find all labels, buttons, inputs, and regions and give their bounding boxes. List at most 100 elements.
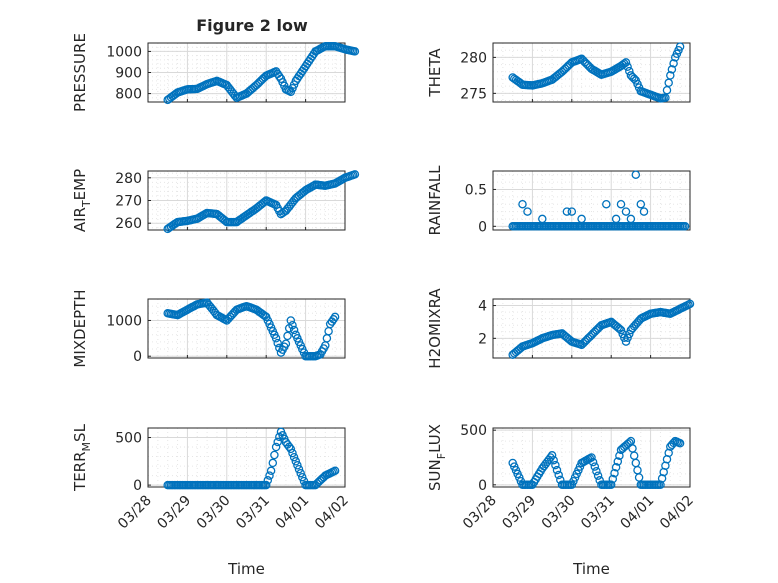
data-point bbox=[590, 462, 600, 471]
data-point bbox=[322, 334, 332, 343]
series-markers bbox=[163, 170, 360, 234]
x-tick-label: 03/29 bbox=[154, 493, 194, 533]
series-markers bbox=[508, 436, 685, 490]
series-markers bbox=[508, 170, 690, 231]
x-tick-label: 04/01 bbox=[273, 493, 313, 533]
subplot-terr-msl: 0 500 03/28 03/29 03/30 03/31 04/01 04/02 Time TE… bbox=[71, 423, 352, 578]
y-axis-label: THETA bbox=[426, 48, 444, 98]
series-markers bbox=[163, 298, 340, 361]
subplot-theta: 275 280 THETA bbox=[426, 42, 691, 103]
data-point bbox=[523, 207, 532, 216]
y-tick-label: 1000 bbox=[106, 313, 142, 329]
x-tick-label: 03/28 bbox=[115, 493, 155, 533]
data-point bbox=[629, 451, 639, 460]
y-axis-label: PRESSURE bbox=[71, 33, 89, 112]
data-point bbox=[350, 47, 360, 56]
y-tick-label: 0 bbox=[133, 478, 142, 494]
data-point bbox=[281, 339, 291, 348]
y-tick-label: 0 bbox=[133, 349, 142, 365]
data-point bbox=[330, 466, 340, 476]
subplot-sun-flux: 0 500 03/28 03/29 03/30 03/31 04/01 04/02 Time SU… bbox=[426, 423, 697, 578]
x-tick-label: 04/02 bbox=[312, 493, 352, 533]
data-point bbox=[675, 42, 685, 51]
y-tick-label: 280 bbox=[115, 171, 142, 187]
data-point bbox=[639, 207, 649, 216]
data-point bbox=[552, 465, 562, 475]
axes-box bbox=[147, 42, 346, 103]
data-point bbox=[289, 452, 299, 462]
y-tick-label: 270 bbox=[115, 194, 142, 210]
data-point bbox=[265, 471, 274, 480]
data-point bbox=[294, 464, 304, 474]
data-point bbox=[662, 85, 672, 95]
data-point bbox=[286, 316, 296, 325]
y-tick-label: 0 bbox=[478, 219, 487, 235]
data-point bbox=[284, 442, 294, 451]
subplot-rainfall: 0 0.5 RAINFALL bbox=[426, 165, 691, 235]
figure-title: Figure 2 low bbox=[196, 16, 308, 35]
data-point bbox=[324, 326, 333, 336]
data-point bbox=[291, 457, 301, 466]
data-point bbox=[288, 448, 297, 458]
series-markers bbox=[508, 299, 695, 359]
data-point bbox=[680, 222, 690, 231]
data-point bbox=[296, 468, 305, 478]
data-point bbox=[289, 325, 299, 335]
data-point bbox=[293, 461, 302, 470]
data-point bbox=[567, 207, 577, 216]
series-markers bbox=[163, 41, 360, 105]
subplot-pressure: 800 900 1000 PRESSURE bbox=[71, 33, 360, 112]
data-point bbox=[611, 214, 621, 224]
data-point bbox=[549, 455, 558, 465]
data-point bbox=[664, 78, 673, 88]
x-tick-label: 03/28 bbox=[460, 493, 500, 533]
y-tick-label: 275 bbox=[460, 86, 487, 102]
data-point bbox=[616, 325, 626, 335]
data-point bbox=[562, 207, 572, 216]
x-tick-label: 03/31 bbox=[233, 493, 273, 533]
x-axis-label: Time bbox=[572, 560, 610, 578]
data-point bbox=[577, 214, 586, 224]
y-axis-label: AIRTEMP bbox=[71, 169, 93, 232]
data-point bbox=[623, 62, 632, 71]
data-point bbox=[268, 458, 278, 468]
x-tick-label: 04/02 bbox=[657, 493, 697, 533]
data-point bbox=[631, 170, 641, 179]
data-point bbox=[613, 457, 623, 466]
data-point bbox=[611, 463, 621, 472]
data-point bbox=[271, 334, 281, 343]
data-point bbox=[621, 337, 631, 346]
subplot-grid: 800 900 1000 PRESSURE 275 280 THETA 260 270 280 AI… bbox=[71, 33, 697, 578]
data-point bbox=[633, 465, 642, 475]
data-point bbox=[273, 437, 282, 447]
y-tick-label: 2 bbox=[478, 331, 487, 347]
data-point bbox=[685, 299, 695, 309]
y-tick-label: 1000 bbox=[106, 44, 142, 60]
data-point bbox=[270, 450, 279, 460]
data-point bbox=[666, 71, 675, 80]
data-point bbox=[261, 480, 271, 490]
x-tick-label: 03/29 bbox=[499, 493, 539, 533]
data-point bbox=[592, 466, 601, 476]
y-tick-label: 900 bbox=[115, 66, 142, 82]
axes-box bbox=[492, 42, 691, 103]
x-tick-label: 03/31 bbox=[578, 493, 618, 533]
data-point bbox=[636, 199, 646, 209]
subplot-h2omixra: 2 4 H2OMIXRA bbox=[426, 288, 695, 369]
y-axis-label: MIXDEPTH bbox=[71, 289, 89, 367]
axes-box bbox=[147, 298, 346, 359]
y-tick-label: 0 bbox=[478, 478, 487, 494]
y-axis-label: TERRMSL bbox=[71, 423, 93, 492]
axes-box bbox=[492, 298, 691, 359]
y-axis-label: H2OMIXRA bbox=[426, 288, 444, 369]
data-point bbox=[675, 439, 685, 448]
x-axis-label: Time bbox=[227, 560, 265, 578]
data-point bbox=[266, 466, 276, 476]
data-point bbox=[587, 453, 596, 462]
data-point bbox=[350, 170, 360, 179]
x-tick-label: 03/30 bbox=[194, 493, 234, 533]
y-tick-label: 260 bbox=[115, 216, 142, 232]
data-point bbox=[554, 470, 563, 480]
data-point bbox=[271, 442, 281, 452]
